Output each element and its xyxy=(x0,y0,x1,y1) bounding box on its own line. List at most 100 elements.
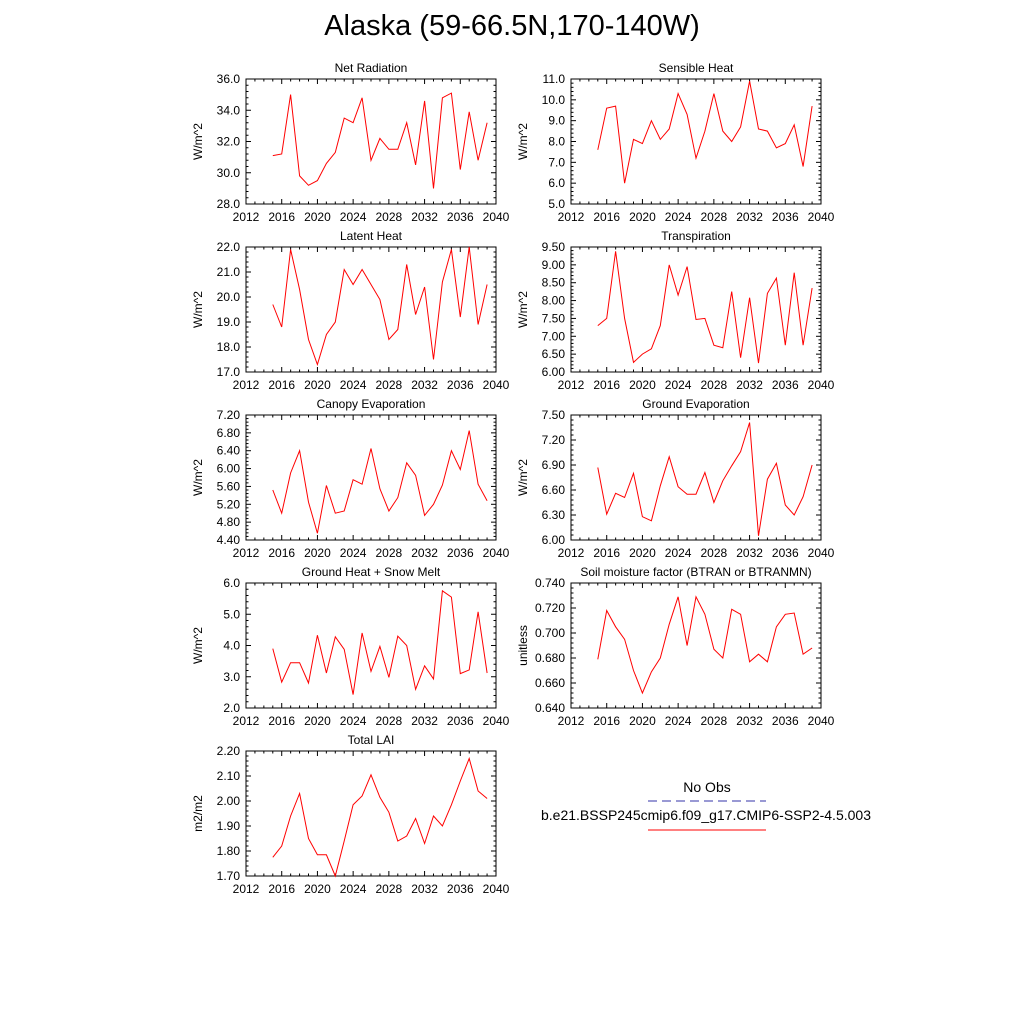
y-axis-label: unitless xyxy=(516,625,530,666)
data-point xyxy=(642,692,643,693)
y-axis-label: W/m^2 xyxy=(516,291,530,328)
data-point xyxy=(469,430,470,431)
x-tick-label: 2036 xyxy=(447,882,474,896)
x-tick-label: 2016 xyxy=(268,546,295,560)
data-point xyxy=(415,164,416,165)
x-tick-label: 2020 xyxy=(629,546,656,560)
data-point xyxy=(308,185,309,186)
x-tick-label: 2012 xyxy=(558,378,585,392)
data-point xyxy=(606,318,607,319)
chart-title: Net Radiation xyxy=(335,61,408,75)
y-tick-label: 7.20 xyxy=(542,433,566,447)
legend-model-label: b.e21.BSSP245cmip6.f09_g17.CMIP6-SSP2-4.… xyxy=(541,807,871,823)
data-point xyxy=(415,314,416,315)
data-point xyxy=(758,535,759,536)
data-point xyxy=(704,130,705,131)
y-tick-label: 28.0 xyxy=(217,197,241,211)
x-tick-label: 2032 xyxy=(736,210,763,224)
x-tick-label: 2032 xyxy=(736,378,763,392)
data-point xyxy=(424,100,425,101)
chart-panel: Canopy Evaporation W/m^2 2012 2016 2020 2024 2… xyxy=(191,397,510,560)
data-point xyxy=(758,128,759,129)
data-point xyxy=(731,465,732,466)
x-tick-label: 2024 xyxy=(340,378,367,392)
series-line xyxy=(272,589,488,695)
y-tick-label: 10.0 xyxy=(542,93,566,107)
data-point xyxy=(433,359,434,360)
data-point xyxy=(433,504,434,505)
data-point xyxy=(669,624,670,625)
data-point xyxy=(344,269,345,270)
y-tick-label: 9.0 xyxy=(548,114,565,128)
data-point xyxy=(651,120,652,121)
data-point xyxy=(424,515,425,516)
y-tick-label: 11.0 xyxy=(543,72,566,86)
data-point xyxy=(451,249,452,250)
chart-panel: Total LAI m2/m2 2012 2016 2020 2024 2028 2032 20… xyxy=(191,733,510,896)
data-point xyxy=(758,362,759,363)
data-point xyxy=(460,469,461,470)
data-point xyxy=(704,472,705,473)
y-tick-label: 0.640 xyxy=(535,701,565,715)
x-tick-label: 2036 xyxy=(447,714,474,728)
data-point xyxy=(486,122,487,123)
data-point xyxy=(785,504,786,505)
y-tick-label: 0.680 xyxy=(535,651,565,665)
series-line xyxy=(597,595,813,695)
x-tick-label: 2020 xyxy=(629,714,656,728)
y-tick-label: 7.00 xyxy=(542,329,566,343)
data-point xyxy=(731,609,732,610)
data-point xyxy=(272,857,273,858)
data-point xyxy=(794,124,795,125)
data-point xyxy=(633,473,634,474)
data-point xyxy=(678,486,679,487)
data-point xyxy=(326,163,327,164)
x-tick-label: 2040 xyxy=(483,714,510,728)
x-tick-label: 2032 xyxy=(411,714,438,728)
x-tick-label: 2028 xyxy=(376,378,403,392)
data-point xyxy=(678,295,679,296)
y-axis-label: W/m^2 xyxy=(516,459,530,496)
y-tick-label: 6.80 xyxy=(217,426,241,440)
x-tick-label: 2028 xyxy=(701,378,728,392)
plot-frame xyxy=(245,414,497,541)
data-point xyxy=(290,662,291,663)
series-line xyxy=(272,246,488,367)
data-point xyxy=(749,297,750,298)
data-point xyxy=(433,678,434,679)
x-tick-label: 2012 xyxy=(558,210,585,224)
data-point xyxy=(686,645,687,646)
data-point xyxy=(767,130,768,131)
data-point xyxy=(424,843,425,844)
data-point xyxy=(776,277,777,278)
x-tick-label: 2012 xyxy=(558,546,585,560)
data-point xyxy=(785,143,786,144)
data-point xyxy=(308,501,309,502)
x-tick-label: 2040 xyxy=(483,210,510,224)
data-point xyxy=(767,661,768,662)
x-tick-label: 2036 xyxy=(772,378,799,392)
data-point xyxy=(335,636,336,637)
x-tick-label: 2012 xyxy=(233,378,260,392)
chart-panel: Ground Heat + Snow Melt W/m^2 2012 2016 2020… xyxy=(191,565,510,728)
data-point xyxy=(317,854,318,855)
data-point xyxy=(606,108,607,109)
x-tick-label: 2016 xyxy=(268,378,295,392)
data-point xyxy=(749,422,750,423)
x-tick-label: 2016 xyxy=(268,714,295,728)
x-tick-label: 2028 xyxy=(701,546,728,560)
x-tick-label: 2020 xyxy=(304,210,331,224)
y-tick-label: 4.0 xyxy=(223,639,240,653)
series-line xyxy=(597,251,813,364)
data-point xyxy=(442,281,443,282)
data-point xyxy=(442,484,443,485)
data-point xyxy=(397,840,398,841)
data-point xyxy=(388,339,389,340)
data-point xyxy=(406,122,407,123)
y-axis-label: W/m^2 xyxy=(191,459,205,496)
x-tick-label: 2016 xyxy=(593,714,620,728)
data-point xyxy=(415,818,416,819)
chart-title: Sensible Heat xyxy=(659,61,734,75)
x-tick-label: 2036 xyxy=(772,210,799,224)
x-tick-label: 2028 xyxy=(701,210,728,224)
